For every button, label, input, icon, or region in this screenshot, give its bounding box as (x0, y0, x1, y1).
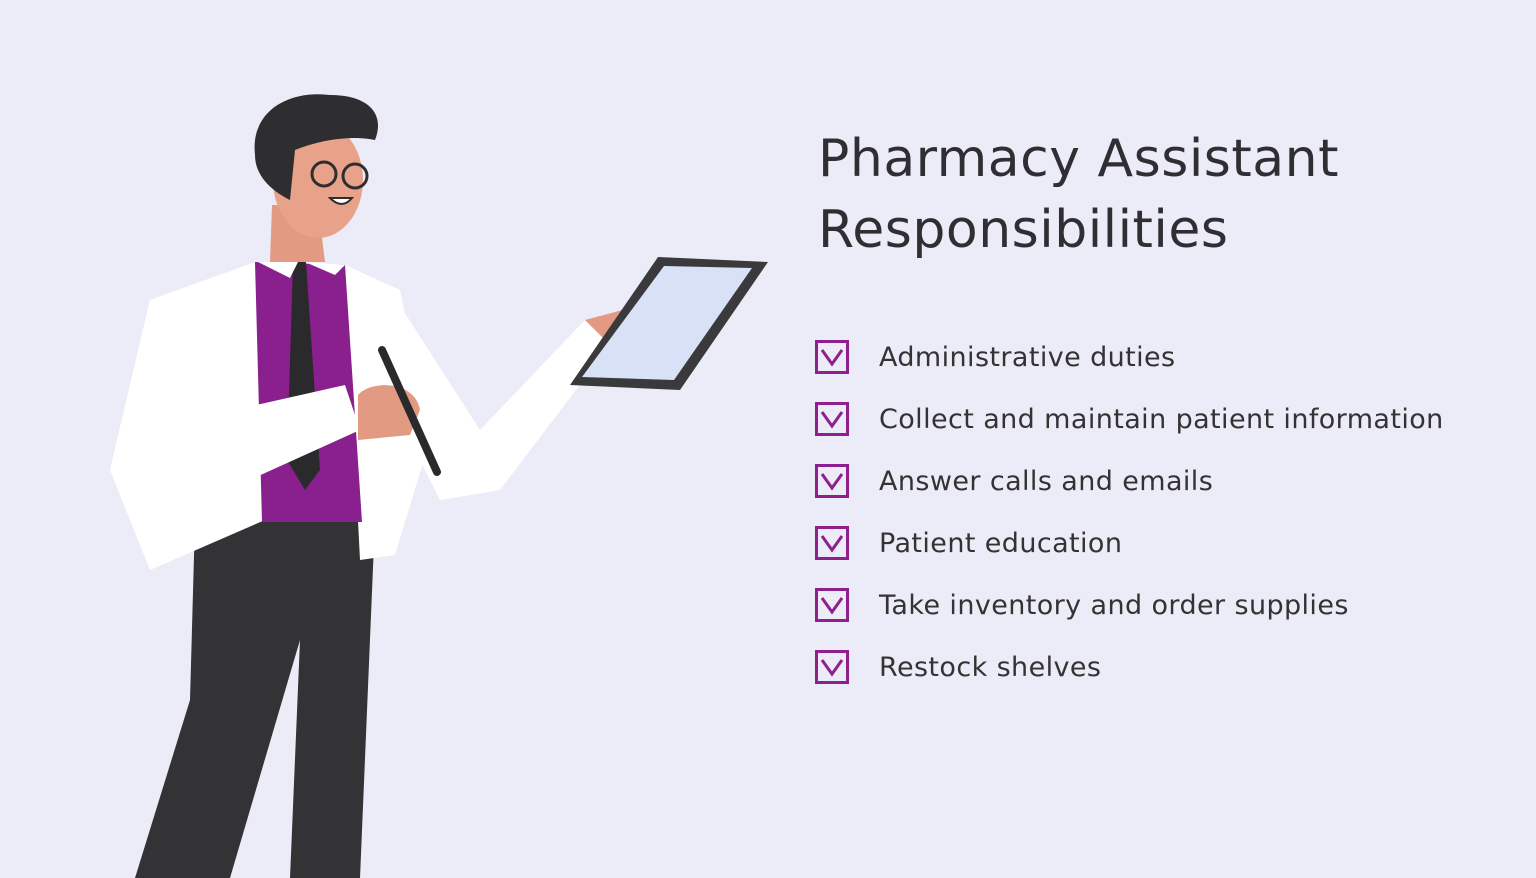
item-label: Administrative duties (879, 341, 1176, 373)
glasses (310, 160, 338, 188)
hair (254, 94, 378, 200)
page-title: Pharmacy Assistant Responsibilities (818, 129, 1339, 260)
pharmacist-illustration (110, 94, 768, 878)
checkbox-checked-icon (815, 588, 849, 622)
trousers (135, 520, 375, 878)
pen (378, 346, 441, 476)
arm-right (390, 290, 610, 500)
list-item: Administrative duties (815, 326, 1444, 388)
list-item: Collect and maintain patient information (815, 388, 1444, 450)
item-label: Patient education (879, 527, 1123, 559)
checkbox-checked-icon (815, 402, 849, 436)
checkbox-checked-icon (815, 650, 849, 684)
item-label: Take inventory and order supplies (879, 589, 1349, 621)
list-item: Take inventory and order supplies (815, 574, 1444, 636)
face (273, 122, 363, 238)
responsibilities-list: Administrative duties Collect and mainta… (815, 326, 1444, 698)
checkbox-checked-icon (815, 464, 849, 498)
checkbox-checked-icon (815, 340, 849, 374)
arm-left (110, 300, 360, 525)
list-item: Patient education (815, 512, 1444, 574)
item-label: Restock shelves (879, 651, 1102, 683)
list-item: Answer calls and emails (815, 450, 1444, 512)
item-label: Collect and maintain patient information (879, 403, 1444, 435)
item-label: Answer calls and emails (879, 465, 1214, 497)
checkbox-checked-icon (815, 526, 849, 560)
list-item: Restock shelves (815, 636, 1444, 698)
